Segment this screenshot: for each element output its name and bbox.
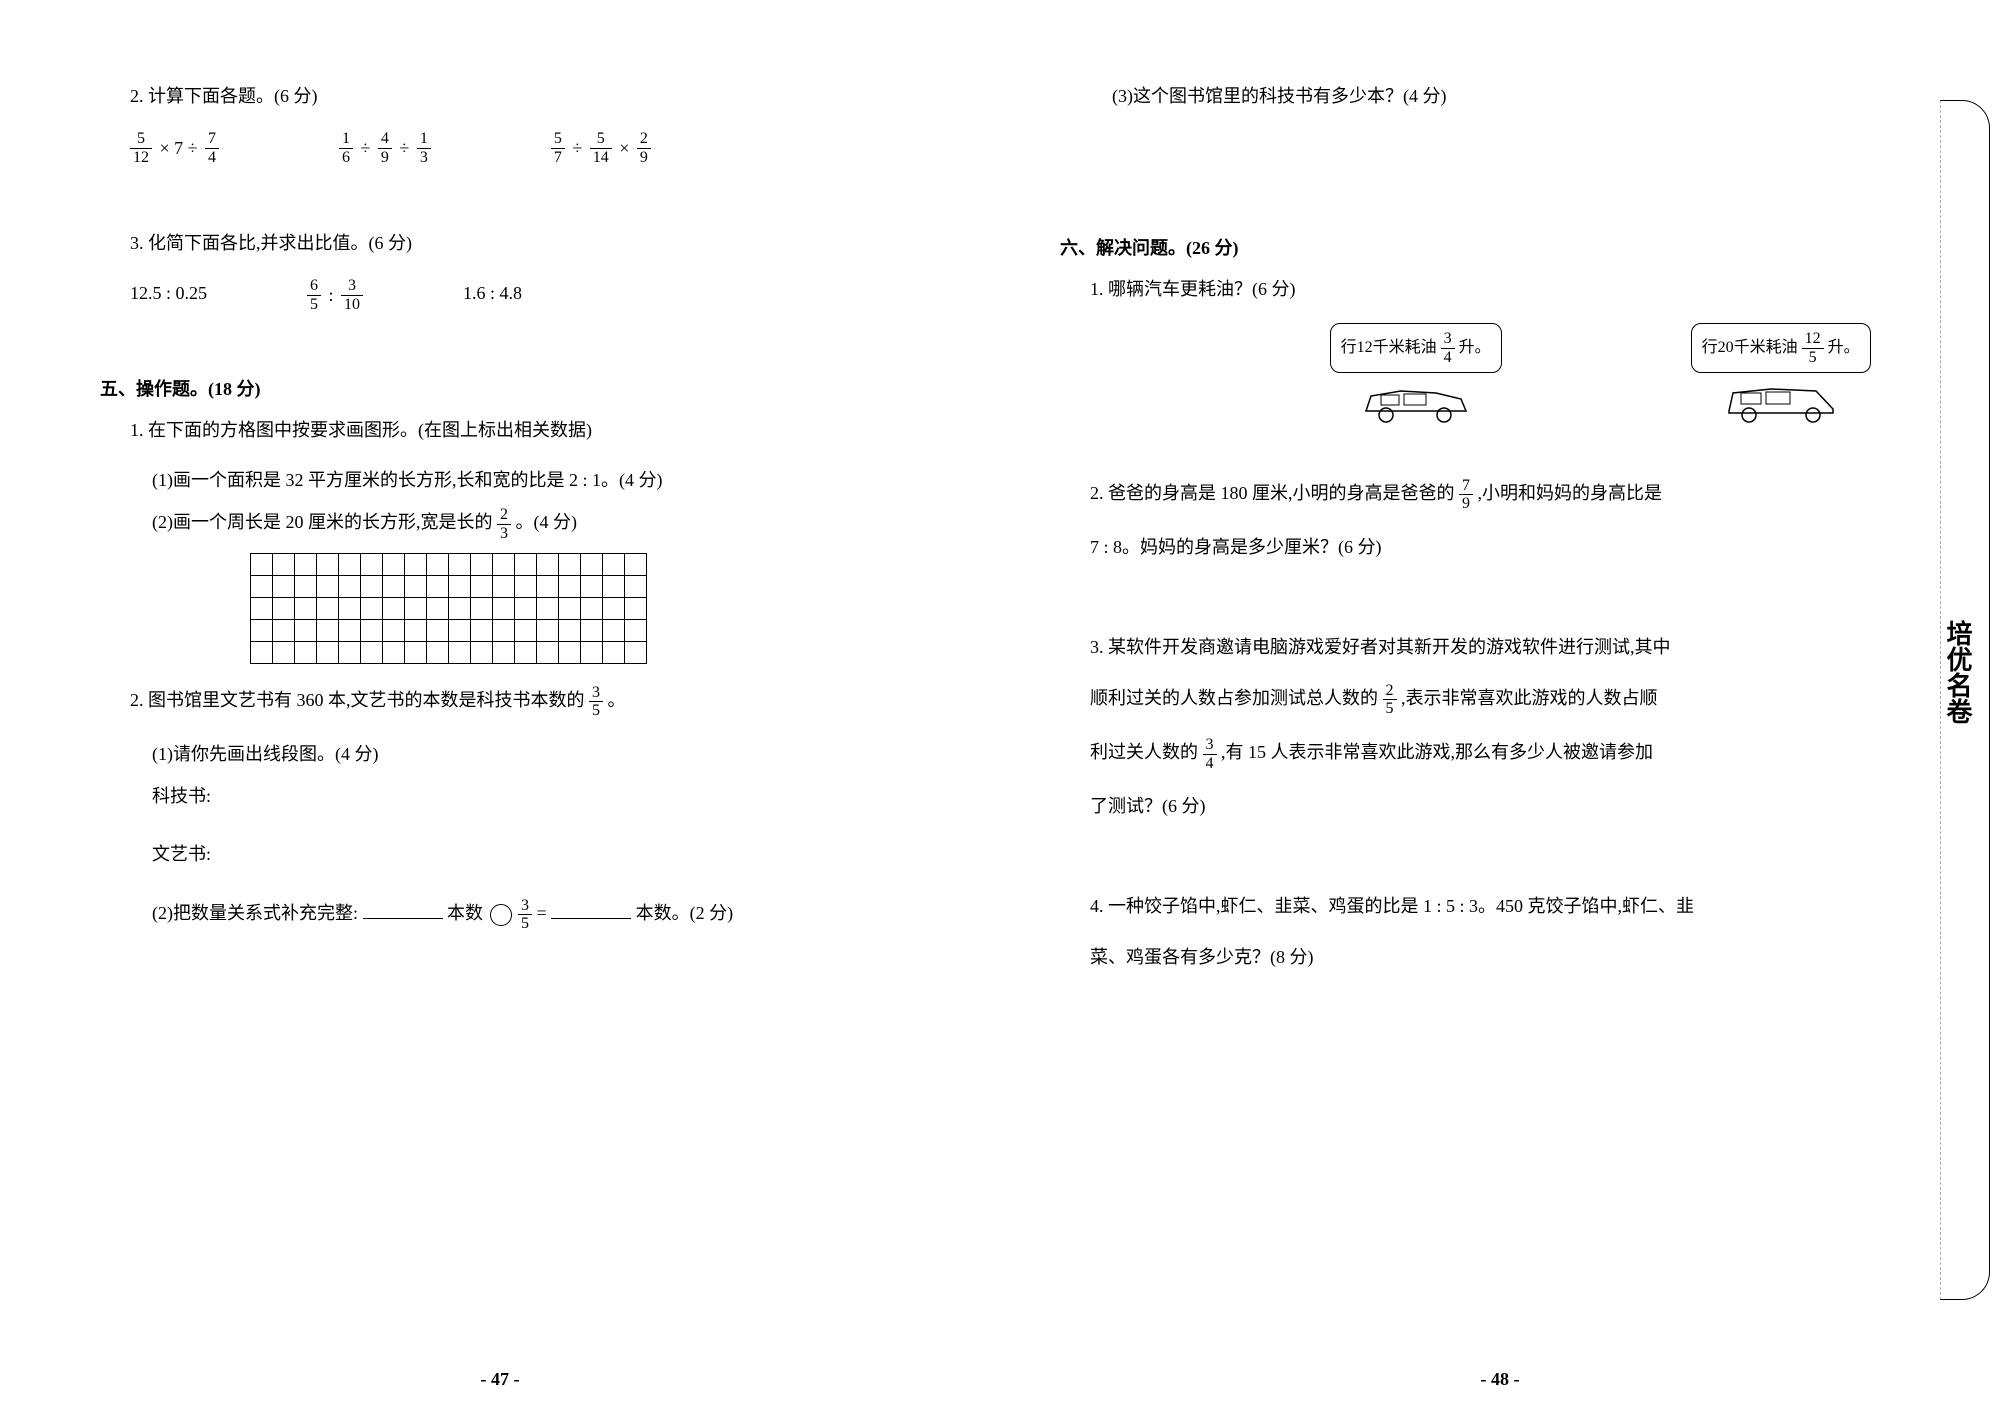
ratio-1: 12.5 : 0.25 xyxy=(130,277,207,313)
expr-1: 512 × 7 ÷ 74 xyxy=(130,130,219,166)
car-1: 行12千米耗油 34 升。 xyxy=(1280,323,1551,437)
s6-q3-l2: 顺利过关的人数占参加测试总人数的 25 ,表示非常喜欢此游戏的人数占顺 xyxy=(1090,682,1920,718)
booklet-title: 培优名卷 xyxy=(1933,620,1980,724)
s6-q4-l1: 4. 一种饺子馅中,虾仁、韭菜、鸡蛋的比是 1 : 5 : 3。450 克饺子馅… xyxy=(1090,890,1920,922)
q2-title: 2. 计算下面各题。(6 分) xyxy=(130,80,940,112)
s6-q3-l1: 3. 某软件开发商邀请电脑游戏爱好者对其新开发的游戏软件进行测试,其中 xyxy=(1090,631,1920,663)
s5-q2b: (2)把数量关系式补充完整: 本数 35 = 本数。(2 分) xyxy=(152,897,940,933)
circle-blank xyxy=(490,904,512,926)
drawing-grid xyxy=(250,553,647,664)
label-wenyi: 文艺书: xyxy=(152,838,940,870)
page-left: 2. 计算下面各题。(6 分) 512 × 7 ÷ 74 16 ÷ 49 ÷ 1… xyxy=(0,0,1000,1415)
s6-q3-l4: 了测试？(6 分) xyxy=(1090,790,1920,822)
blank-1 xyxy=(363,899,443,919)
s5-q2: 2. 图书馆里文艺书有 360 本,文艺书的本数是科技书本数的 35 。 xyxy=(130,684,940,720)
s5-q1: 1. 在下面的方格图中按要求画图形。(在图上标出相关数据) xyxy=(130,414,940,446)
q3c: (3)这个图书馆里的科技书有多少本？(4 分) xyxy=(1112,80,1920,112)
section-6-title: 六、解决问题。(26 分) xyxy=(1060,232,1920,264)
expr-3: 57 ÷ 514 × 29 xyxy=(551,130,651,166)
car-icon xyxy=(1356,381,1476,426)
car-icon xyxy=(1721,381,1841,426)
q3-expressions: 12.5 : 0.25 65 : 310 1.6 : 4.8 xyxy=(130,277,940,313)
q2-expressions: 512 × 7 ÷ 74 16 ÷ 49 ÷ 13 57 ÷ 514 × 29 xyxy=(130,130,940,166)
s6-q4-l2: 菜、鸡蛋各有多少克？(8 分) xyxy=(1090,941,1920,973)
s6-q2: 2. 爸爸的身高是 180 厘米,小明的身高是爸爸的 79 ,小明和妈妈的身高比… xyxy=(1090,477,1920,513)
s6-q2-line2: 7 : 8。妈妈的身高是多少厘米？(6 分) xyxy=(1090,531,1920,563)
s5-q1b: (2)画一个周长是 20 厘米的长方形,宽是长的 23 。(4 分) xyxy=(152,506,940,542)
page-right: (3)这个图书馆里的科技书有多少本？(4 分) 六、解决问题。(26 分) 1.… xyxy=(1000,0,2000,1415)
section-5-title: 五、操作题。(18 分) xyxy=(100,373,940,405)
s6-q1: 1. 哪辆汽车更耗油？(6 分) xyxy=(1090,273,1920,305)
q3-title: 3. 化简下面各比,并求出比值。(6 分) xyxy=(130,227,940,259)
expr-2: 16 ÷ 49 ÷ 13 xyxy=(339,130,431,166)
car-2: 行20千米耗油 125 升。 xyxy=(1641,323,1920,437)
ratio-2: 65 : 310 xyxy=(307,277,363,313)
label-keji: 科技书: xyxy=(152,780,940,812)
page-number-left: - 47 - xyxy=(481,1363,520,1395)
s5-q1a: (1)画一个面积是 32 平方厘米的长方形,长和宽的比是 2 : 1。(4 分) xyxy=(152,464,940,496)
s5-q2a: (1)请你先画出线段图。(4 分) xyxy=(152,738,940,770)
ratio-3: 1.6 : 4.8 xyxy=(463,277,522,313)
page-number-right: - 48 - xyxy=(1481,1363,1520,1395)
s6-q3-l3: 利过关人数的 34 ,有 15 人表示非常喜欢此游戏,那么有多少人被邀请参加 xyxy=(1090,736,1920,772)
blank-2 xyxy=(551,899,631,919)
car-illustrations: 行12千米耗油 34 升。 行20千米耗油 125 升。 xyxy=(1280,323,1920,437)
